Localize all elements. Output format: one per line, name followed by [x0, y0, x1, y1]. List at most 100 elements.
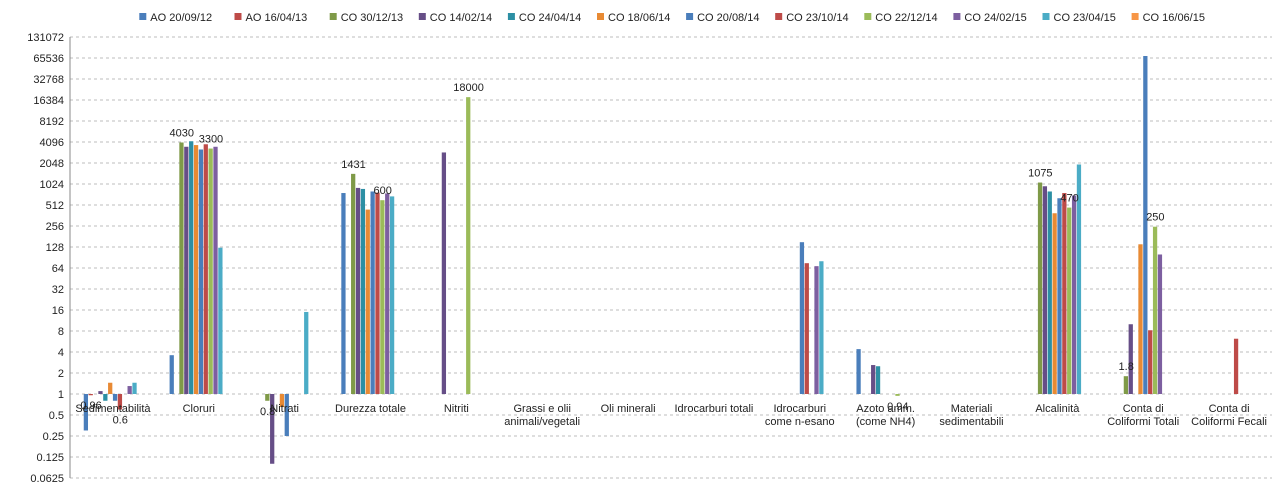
legend-swatch [418, 13, 426, 20]
bar [1123, 376, 1129, 394]
bar [1037, 182, 1043, 394]
bar [875, 366, 881, 394]
gridlines [69, 36, 1272, 479]
y-tick-label: 131072 [27, 32, 64, 44]
data-label: 470 [1060, 193, 1078, 205]
bar [1067, 207, 1072, 394]
y-tick-label: 0.5 [49, 410, 64, 422]
x-category-label: Grassi e olii animali/vegetali [504, 403, 580, 428]
y-tick-label: 0.0625 [30, 473, 64, 485]
x-category-label: Conta di Coliformi Totali [1107, 403, 1179, 428]
bar [98, 391, 103, 394]
y-axis-ticks: 0.0625 0.125 0.25 0.5 1 2 4 8 16 32 64 128 256 512 102… [27, 32, 64, 485]
legend-label: CO 23/10/14 [786, 12, 848, 24]
y-tick-label: 8192 [40, 116, 64, 128]
legend-label: CO 16/06/15 [1143, 12, 1205, 24]
data-label: 3300 [199, 134, 223, 146]
y-tick-label: 8 [58, 326, 64, 338]
legend-swatch [953, 13, 961, 20]
y-tick-label: 4096 [40, 137, 64, 149]
legend-swatch [507, 13, 515, 20]
bar [466, 97, 471, 395]
bar [871, 365, 876, 394]
y-tick-label: 128 [46, 242, 64, 254]
legend-swatch [234, 13, 242, 20]
bar [203, 144, 208, 394]
bar [1052, 213, 1057, 394]
bar [88, 394, 93, 396]
legend-label: CO 23/04/15 [1054, 12, 1116, 24]
bar [375, 192, 380, 394]
bar [385, 193, 390, 394]
legend-label: CO 18/06/14 [608, 12, 670, 24]
bar [360, 188, 366, 394]
x-category-label: Idrocarburi totali [674, 403, 753, 415]
y-tick-label: 256 [46, 221, 64, 233]
y-tick-label: 2048 [40, 158, 64, 170]
bar [83, 394, 89, 431]
bar [804, 263, 809, 394]
y-tick-label: 16384 [33, 95, 64, 107]
y-tick-label: 4 [58, 347, 64, 359]
bar [189, 141, 194, 394]
bar [799, 242, 805, 394]
data-label: 600 [373, 185, 391, 197]
bar [1042, 186, 1048, 394]
bar [351, 173, 356, 394]
data-label: 250 [1146, 212, 1164, 224]
y-tick-label: 0.25 [43, 431, 64, 443]
bar [856, 349, 861, 394]
data-label: 0.8 [260, 406, 275, 418]
bar [441, 152, 447, 394]
legend-label: CO 14/02/14 [430, 12, 492, 24]
bar [279, 394, 285, 408]
bar [112, 394, 118, 401]
bar [193, 145, 199, 394]
legend-label: CO 30/12/13 [341, 12, 403, 24]
bar [1128, 324, 1133, 394]
bar [213, 146, 218, 394]
legend-label: CO 22/12/14 [875, 12, 937, 24]
bar [380, 200, 385, 394]
legend-swatch [686, 13, 694, 20]
x-category-label: Azoto amm. (come NH4) [856, 403, 915, 428]
legend-label: CO 20/08/14 [697, 12, 759, 24]
x-category-label: Cloruri [183, 403, 215, 415]
bar [370, 191, 375, 394]
legend-swatch [1042, 13, 1050, 20]
legend-swatch [775, 13, 783, 20]
x-category-label: Durezza totale [335, 403, 406, 415]
bar [1152, 226, 1158, 394]
x-category-label: Nitriti [444, 403, 469, 415]
y-tick-label: 1 [58, 389, 64, 401]
bar [284, 394, 289, 436]
legend: AO 20/09/12 AO 16/04/13 CO 30/12/13 CO 14/0… [139, 12, 1205, 24]
bar [1071, 195, 1077, 394]
legend-swatch [329, 13, 337, 20]
bar [127, 386, 132, 394]
bar [1062, 193, 1067, 394]
bar [1143, 56, 1148, 394]
data-label: 0.6 [113, 414, 128, 426]
bars [83, 56, 1239, 464]
data-label: 4030 [170, 127, 194, 139]
bar [819, 261, 824, 394]
bar [1233, 338, 1239, 394]
bar [270, 394, 275, 464]
bar [895, 394, 900, 396]
data-label: 18000 [453, 82, 484, 94]
bar [218, 247, 223, 394]
legend-label: AO 20/09/12 [150, 12, 212, 24]
bar [198, 149, 204, 394]
bar [208, 148, 213, 394]
y-tick-label: 2 [58, 368, 64, 380]
bar [1157, 254, 1163, 394]
bar [389, 196, 395, 394]
bar [265, 394, 270, 401]
bar [1057, 198, 1062, 394]
y-tick-label: 32768 [33, 74, 64, 86]
legend-swatch [864, 13, 872, 20]
legend-swatch [597, 13, 604, 20]
x-category-label: Idrocarburi come n-esano [765, 403, 835, 428]
